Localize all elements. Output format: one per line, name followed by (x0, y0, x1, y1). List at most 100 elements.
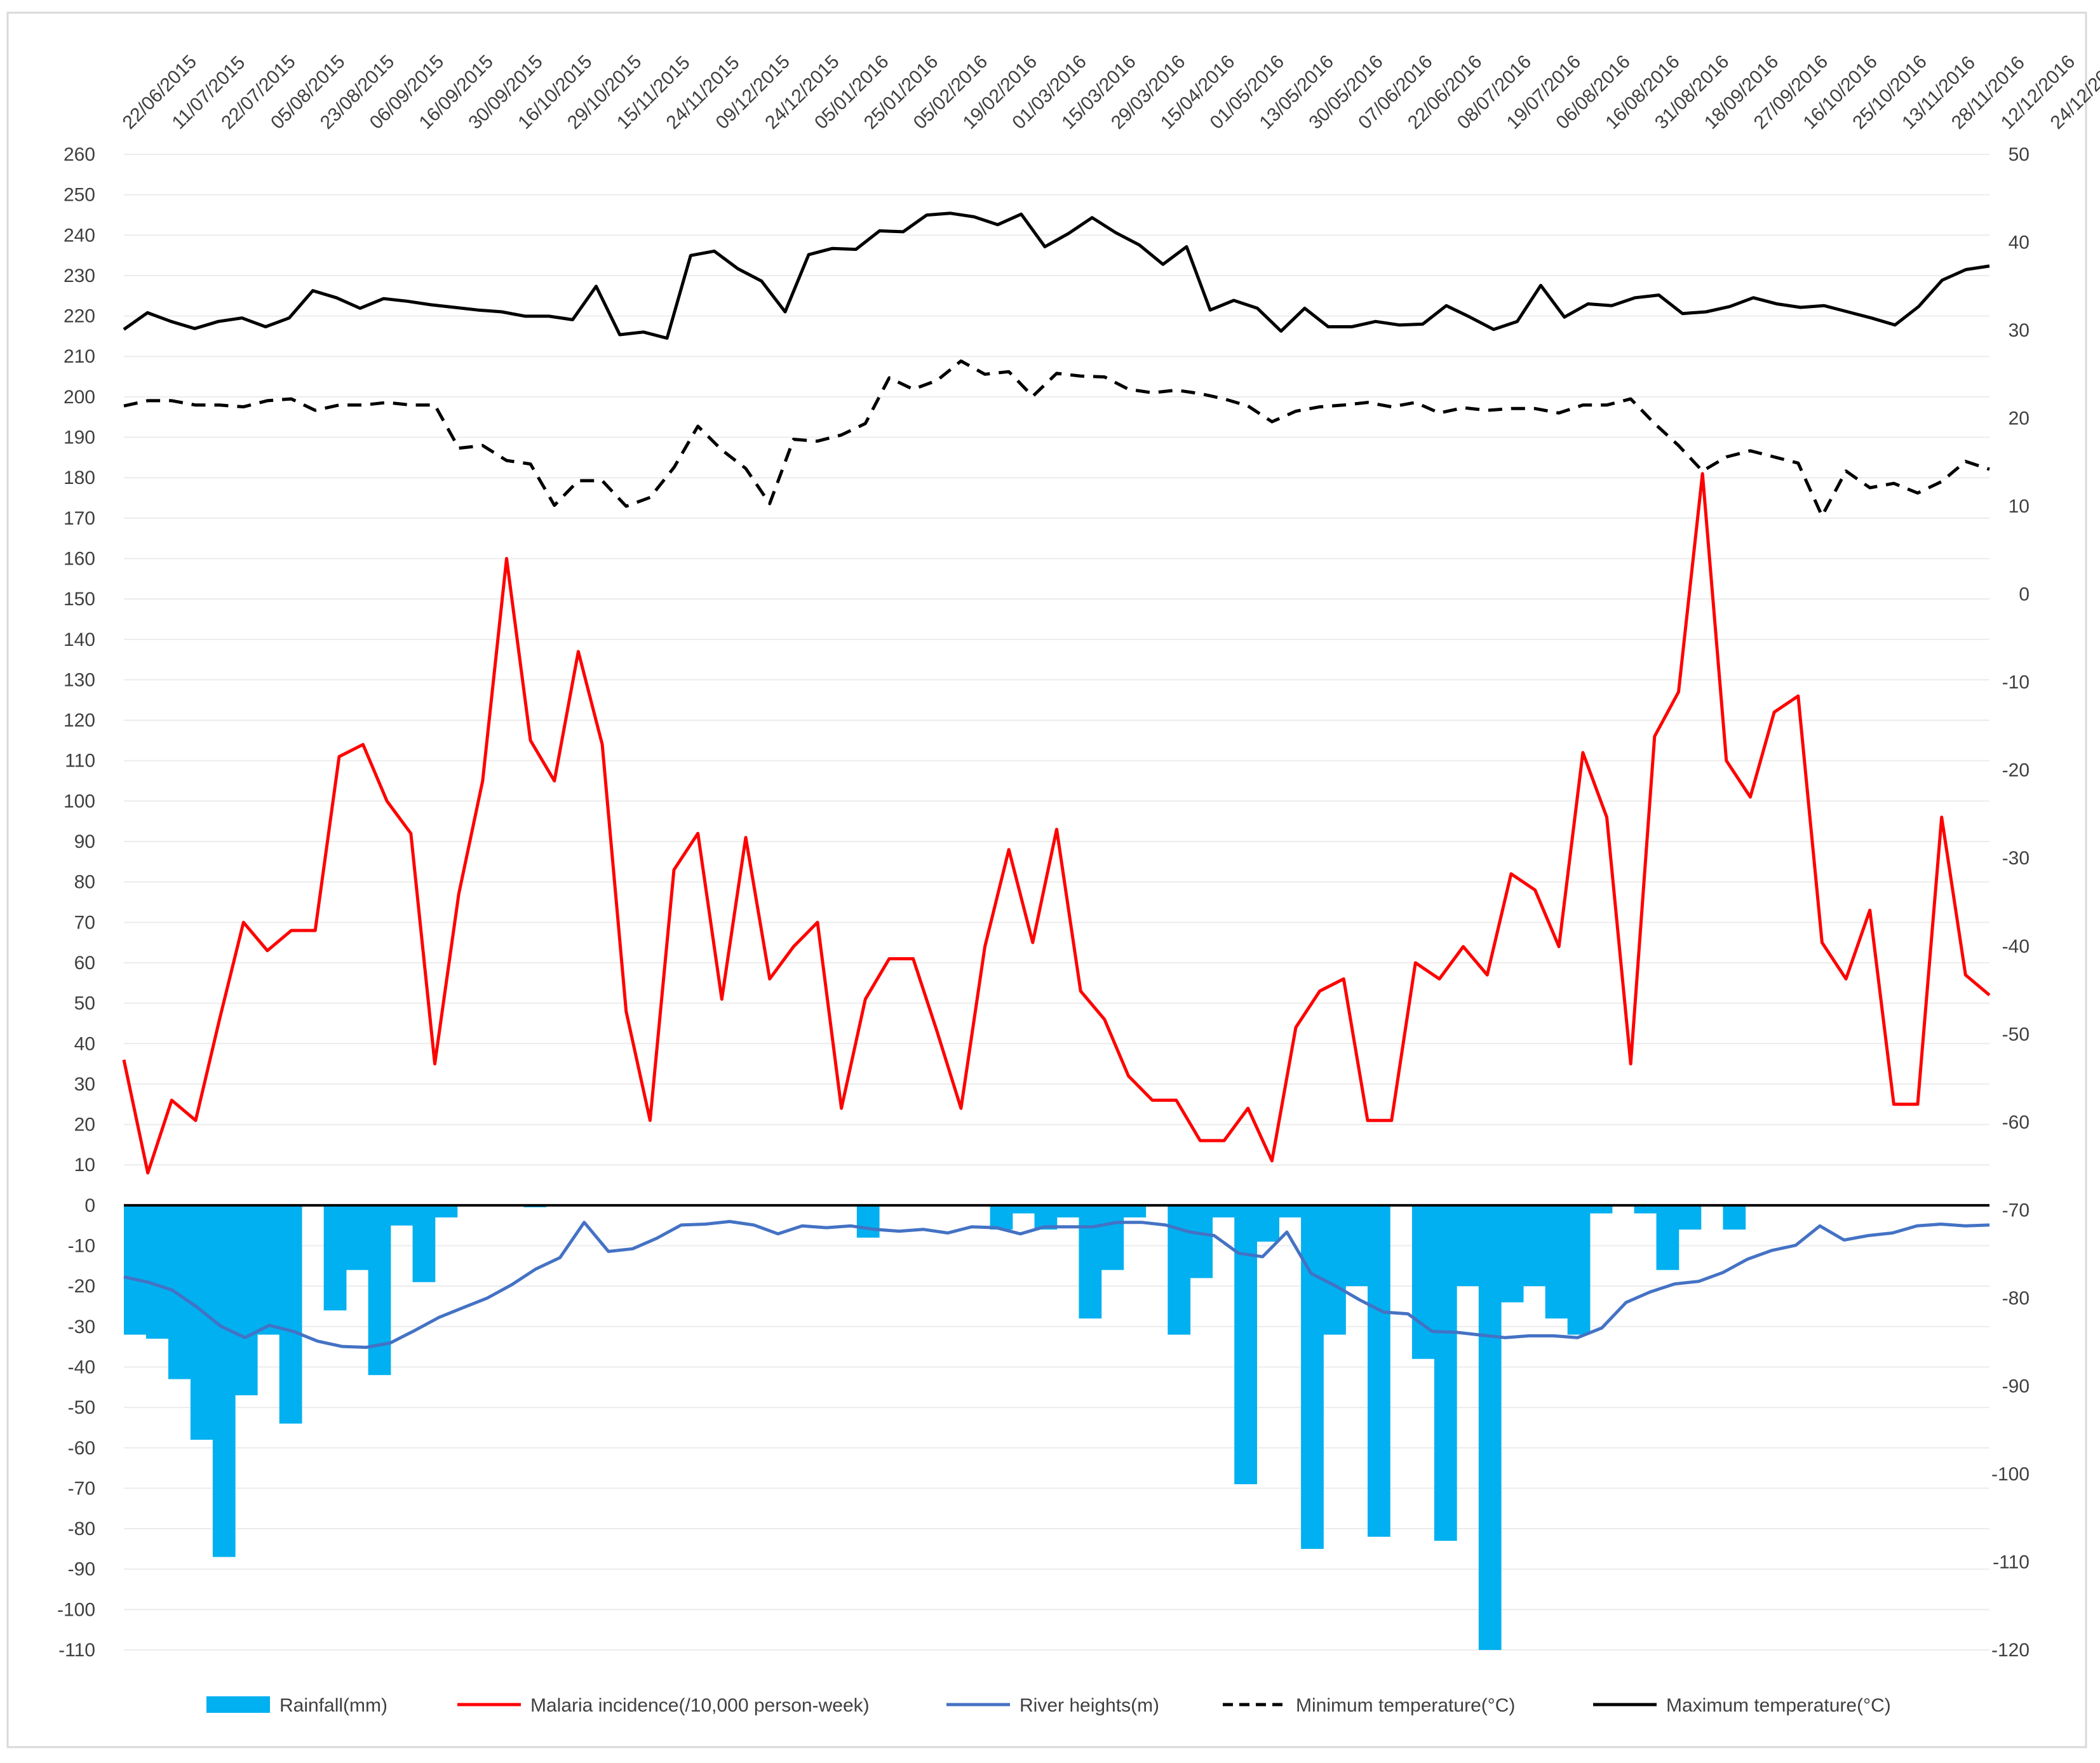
left-tick-label: -80 (68, 1518, 95, 1539)
left-tick-label: -60 (68, 1438, 95, 1459)
rainfall-bar (234, 1205, 258, 1396)
left-tick-label: 250 (64, 185, 95, 206)
left-tick-label: 220 (64, 306, 95, 327)
right-tick-label: -120 (1991, 1640, 2029, 1661)
right-tick-label: -90 (2002, 1376, 2029, 1397)
right-tick-label: -10 (2002, 672, 2029, 693)
left-tick-label: 60 (74, 953, 95, 974)
left-tick-label: 40 (74, 1033, 95, 1054)
rainfall-bar (1368, 1205, 1390, 1537)
left-tick-label: 240 (64, 225, 95, 246)
rainfall-bar (434, 1205, 458, 1217)
right-tick-label: 50 (2009, 144, 2029, 165)
rainfall-bar (1523, 1205, 1546, 1287)
rainfall-bar (1123, 1205, 1147, 1217)
legend-label: Malaria incidence(/10,000 person-week) (530, 1695, 870, 1716)
legend: Rainfall(mm) Malaria incidence(/10,000 pe… (206, 1695, 1891, 1716)
right-tick-label: 30 (2009, 320, 2029, 341)
left-tick-label: 50 (74, 993, 95, 1014)
rainfall-bar (1056, 1205, 1080, 1217)
rainfall-bar (1723, 1205, 1746, 1230)
left-tick-label: 180 (64, 467, 95, 488)
left-tick-label: 30 (74, 1074, 95, 1095)
maximum-temperature-line (123, 211, 1990, 340)
rainfall-bar (1434, 1205, 1457, 1541)
left-tick-label: 70 (74, 912, 95, 933)
rainfall-bar (1589, 1205, 1613, 1214)
rainfall-bar (1456, 1205, 1479, 1287)
right-tick-label: -30 (2002, 848, 2029, 869)
rainfall-bar (1678, 1205, 1702, 1230)
rainfall-bar (1279, 1205, 1302, 1217)
right-tick-label: -40 (2002, 936, 2029, 957)
left-tick-label: -30 (68, 1317, 95, 1337)
line-series (122, 211, 1991, 1349)
rainfall-bar (168, 1205, 191, 1379)
right-tick-label: -110 (1993, 1552, 2029, 1572)
legend-label: Rainfall(mm) (279, 1695, 387, 1716)
rainfall-bar (1656, 1205, 1679, 1270)
left-tick-label: -90 (68, 1559, 95, 1580)
rainfall-bar (368, 1205, 391, 1376)
left-tick-label: 190 (64, 427, 95, 448)
left-tick-label: 160 (64, 548, 95, 569)
minimum-temperature-line (123, 359, 1990, 518)
right-tick-label: -20 (2002, 760, 2029, 781)
rainfall-bar (990, 1205, 1013, 1230)
left-tick-label: 130 (64, 669, 95, 690)
right-axis: 50 40 30 20 10 0 -10 -20 -30 -40 -50 -60 -70 -80 -90 -1… (1991, 144, 2029, 1661)
left-tick-label: -20 (68, 1276, 95, 1297)
rainfall-bar (1079, 1205, 1102, 1319)
right-tick-label: -80 (2002, 1288, 2029, 1309)
rainfall-bar (1190, 1205, 1213, 1278)
rainfall-bar (1567, 1205, 1591, 1335)
rainfall-bar (1012, 1205, 1035, 1214)
left-tick-label: -50 (68, 1397, 95, 1418)
left-tick-label: -40 (68, 1357, 95, 1378)
left-tick-label: 80 (74, 872, 95, 893)
rainfall-bar (1101, 1205, 1124, 1270)
rainfall-bar (1500, 1205, 1524, 1303)
left-tick-label: 110 (65, 751, 95, 772)
malaria-incidence-line (122, 472, 1991, 1175)
right-tick-label: -60 (2002, 1112, 2029, 1133)
legend-label: Minimum temperature(°C) (1296, 1695, 1515, 1716)
right-tick-label: -100 (1991, 1464, 2029, 1485)
right-tick-label: 10 (2009, 496, 2029, 517)
left-tick-label: 120 (64, 710, 95, 731)
left-tick-label: 20 (74, 1115, 95, 1136)
left-tick-label: 100 (64, 791, 95, 812)
legend-label: Maximum temperature(°C) (1666, 1695, 1891, 1716)
rainfall-bar (124, 1205, 147, 1335)
rainfall-bar (279, 1205, 302, 1424)
rainfall-bar (1168, 1205, 1191, 1335)
left-axis: 2602502402302202102001901801701601501401… (57, 144, 95, 1661)
left-tick-label: 200 (64, 387, 95, 408)
gridlines (124, 154, 1989, 1651)
rainfall-bar (323, 1205, 347, 1311)
left-tick-label: 230 (64, 265, 95, 286)
right-tick-label: -50 (2002, 1024, 2029, 1045)
left-tick-label: 10 (74, 1155, 95, 1176)
rainfall-bar (1478, 1205, 1502, 1650)
left-tick-label: 210 (64, 346, 95, 367)
left-tick-label: -100 (57, 1599, 95, 1620)
right-tick-label: 0 (2019, 584, 2029, 605)
rainfall-bar (1634, 1205, 1657, 1214)
left-tick-label: -110 (58, 1640, 95, 1661)
left-tick-label: -70 (68, 1478, 95, 1499)
rainfall-bar (145, 1205, 169, 1339)
rainfall-bar (1545, 1205, 1568, 1319)
legend-swatch-rainfall (206, 1696, 270, 1713)
rainfall-bars (124, 1205, 1746, 1650)
left-tick-label: 150 (64, 589, 95, 610)
rainfall-bar (1411, 1205, 1435, 1359)
rainfall-bar (856, 1205, 880, 1238)
rainfall-bar (212, 1205, 236, 1557)
rainfall-bar (412, 1205, 436, 1282)
rainfall-bar (1345, 1205, 1368, 1287)
right-tick-label: 40 (2009, 232, 2029, 253)
left-tick-label: 90 (74, 831, 95, 852)
